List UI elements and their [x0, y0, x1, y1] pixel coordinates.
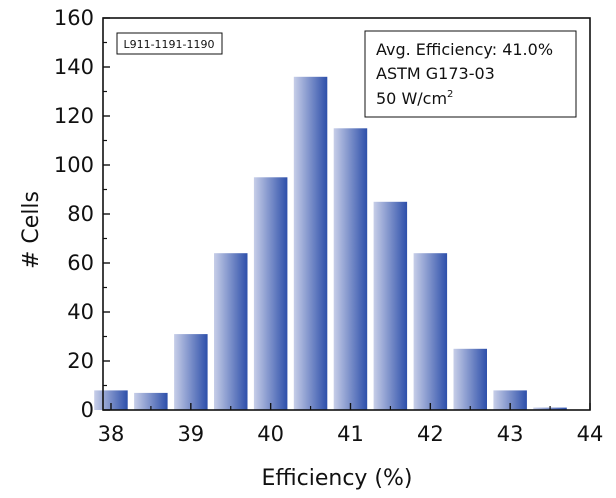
y-axis-label: # Cells: [19, 191, 44, 269]
y-axis: 0 20 40 60 80 100 120 140 160: [54, 6, 110, 422]
sample-label-box: L911-1191-1190: [116, 32, 223, 55]
y-tick-label: 40: [67, 300, 94, 324]
y-tick-label: 60: [67, 251, 94, 275]
info-avg-efficiency: Avg. Efficiency: 41.0%: [376, 40, 553, 59]
histogram-bar-9: [453, 348, 487, 411]
histogram-bar-8: [413, 253, 448, 410]
sample-label: L911-1191-1190: [123, 38, 214, 51]
x-tick-label: 42: [417, 422, 444, 446]
info-box: Avg. Efficiency: 41.0% ASTM G173-03 50 W…: [364, 30, 577, 118]
info-spectrum: ASTM G173-03: [376, 64, 495, 83]
x-tick-label: 38: [98, 422, 125, 446]
y-tick-label: 160: [54, 6, 94, 30]
x-tick-label: 43: [497, 422, 524, 446]
x-tick-label: 39: [177, 422, 204, 446]
histogram-bar-2: [174, 334, 208, 410]
histogram-bar-1: [134, 392, 168, 410]
x-axis: 38 39 40 41 42 43 44: [98, 403, 604, 446]
y-tick-label: 0: [81, 398, 94, 422]
histogram-bar-5: [293, 76, 328, 411]
info-power: 50 W/cm2: [376, 89, 453, 108]
x-axis-label: Efficiency (%): [261, 466, 412, 491]
bars-group: [94, 76, 567, 411]
y-tick-label: 120: [54, 104, 94, 128]
y-tick-label: 80: [67, 202, 94, 226]
y-tick-label: 140: [54, 55, 94, 79]
y-tick-label: 20: [67, 349, 94, 373]
x-tick-label: 41: [337, 422, 364, 446]
x-tick-label: 44: [577, 422, 604, 446]
histogram-bar-4: [253, 177, 288, 411]
histogram-bar-3: [214, 253, 248, 410]
x-tick-label: 40: [257, 422, 284, 446]
y-tick-label: 100: [54, 153, 94, 177]
histogram-bar-10: [493, 390, 527, 410]
histogram-bar-7: [373, 201, 408, 411]
histogram-bar-6: [333, 128, 368, 411]
